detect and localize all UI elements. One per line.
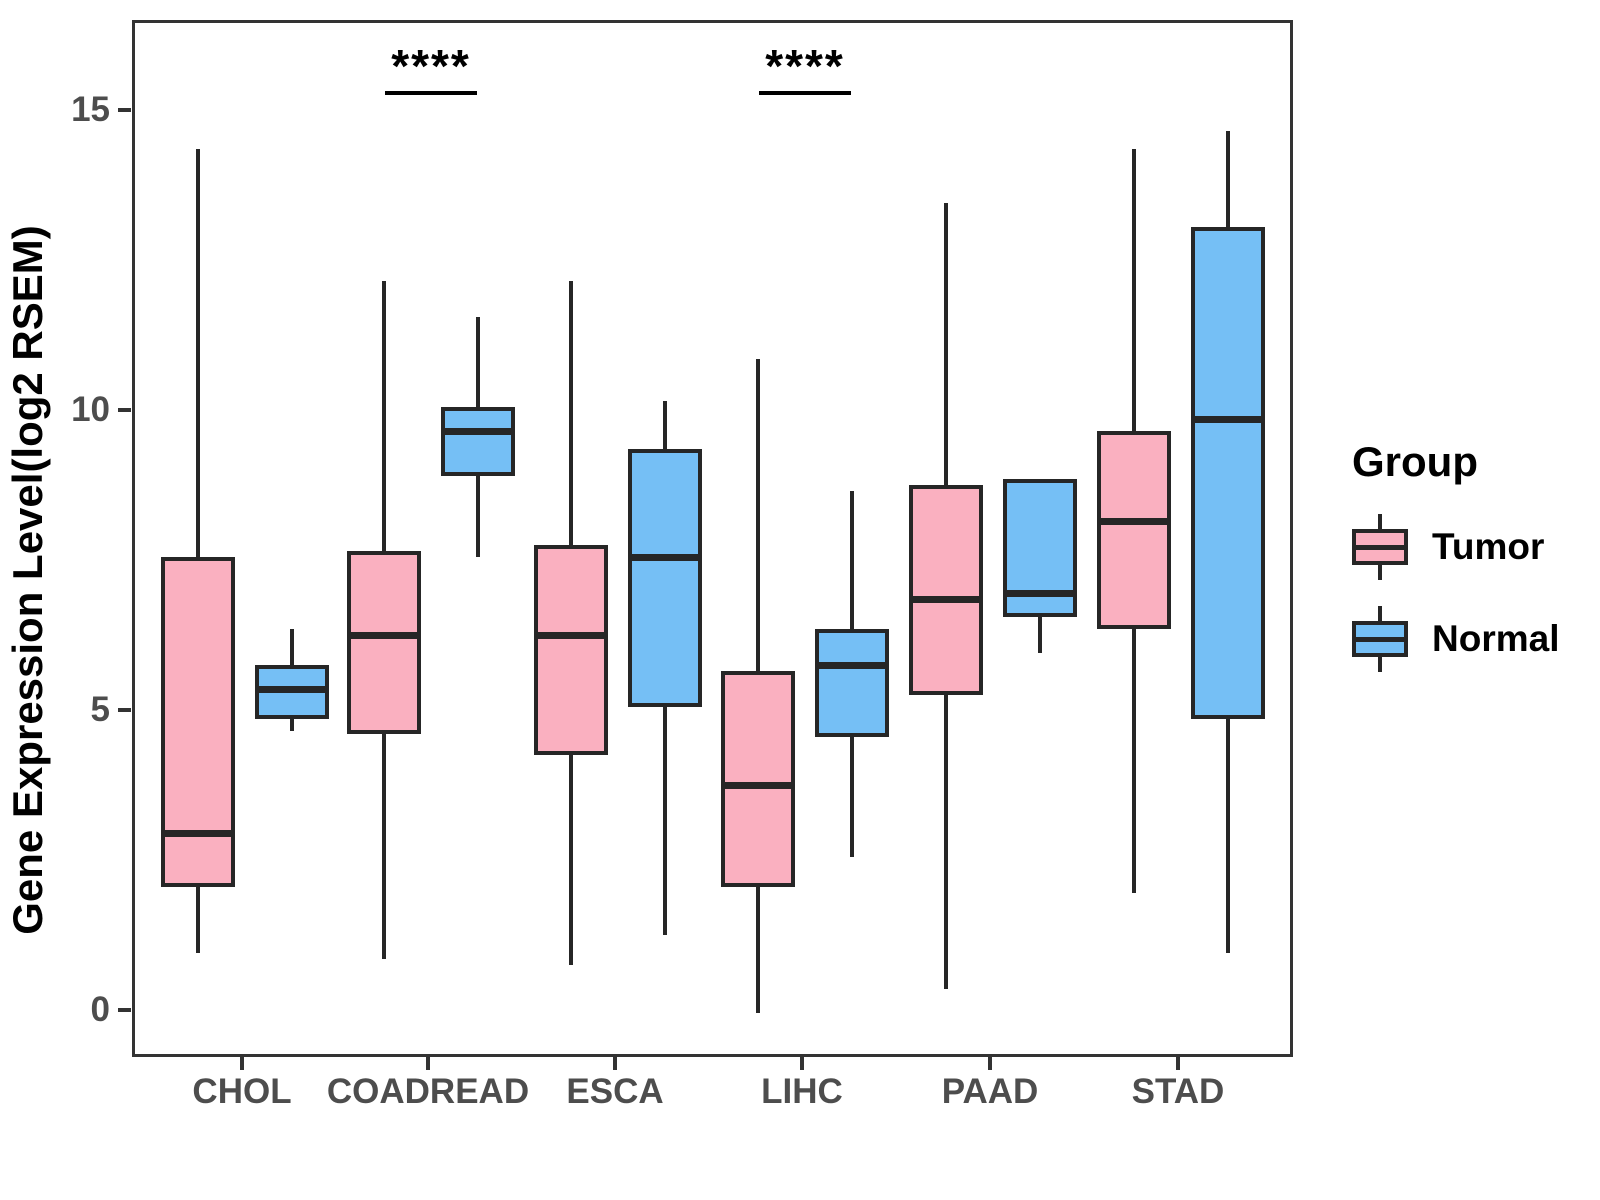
- median-tumor-LIHC: [724, 782, 792, 789]
- chart-panel: **** ****: [132, 20, 1293, 1057]
- legend-key-median: [1352, 545, 1408, 550]
- y-axis-title: Gene Expression Level(log2 RSEM): [4, 225, 51, 935]
- legend-key-median: [1352, 637, 1408, 642]
- y-tick-label: 10: [71, 390, 110, 429]
- significance-stars-COADREAD: ****: [391, 40, 471, 92]
- y-tick-label: 5: [90, 690, 110, 729]
- y-tick-mark: [118, 408, 131, 412]
- median-normal-ESCA: [631, 554, 699, 561]
- significance-line-COADREAD: [385, 91, 477, 95]
- x-tick-label: PAAD: [941, 1072, 1039, 1111]
- box-tumor-LIHC: [721, 671, 795, 887]
- y-tick-label: 15: [71, 90, 110, 129]
- legend-entry-normal: Normal: [1352, 606, 1592, 672]
- median-normal-STAD: [1194, 416, 1262, 423]
- box-normal-STAD: [1191, 227, 1265, 719]
- x-tick-mark: [426, 1057, 430, 1070]
- x-tick-mark: [613, 1057, 617, 1070]
- box-tumor-STAD: [1097, 431, 1171, 629]
- x-tick-mark: [988, 1057, 992, 1070]
- y-tick-label: 0: [90, 990, 110, 1029]
- box-tumor-COADREAD: [347, 551, 421, 734]
- x-tick-label: ESCA: [566, 1072, 664, 1111]
- legend-key-normal-boxplot-icon: [1352, 606, 1408, 672]
- x-tick-label: COADREAD: [326, 1072, 530, 1111]
- median-normal-CHOL: [258, 686, 326, 693]
- box-tumor-ESCA: [534, 545, 608, 755]
- median-tumor-ESCA: [537, 632, 605, 639]
- legend-title: Group: [1352, 438, 1478, 485]
- x-tick-label: STAD: [1131, 1072, 1225, 1111]
- median-normal-PAAD: [1006, 590, 1074, 597]
- box-normal-LIHC: [815, 629, 889, 737]
- significance-stars-LIHC: ****: [765, 40, 845, 92]
- significance-line-LIHC: [759, 91, 851, 95]
- x-tick-mark: [240, 1057, 244, 1070]
- box-normal-COADREAD: [441, 407, 515, 476]
- median-tumor-COADREAD: [350, 632, 418, 639]
- y-tick-mark: [118, 108, 131, 112]
- whisker-tumor-CHOL: [196, 149, 200, 953]
- y-tick-mark: [118, 1008, 131, 1012]
- x-tick-mark: [800, 1057, 804, 1070]
- box-normal-ESCA: [628, 449, 702, 707]
- legend-entry-tumor: Tumor: [1352, 514, 1592, 580]
- x-tick-mark: [1176, 1057, 1180, 1070]
- x-tick-label: LIHC: [761, 1072, 843, 1111]
- legend: Group Tumor Normal: [1352, 438, 1592, 698]
- box-tumor-PAAD: [909, 485, 983, 695]
- y-tick-mark: [118, 708, 131, 712]
- legend-key-tumor-boxplot-icon: [1352, 514, 1408, 580]
- median-normal-LIHC: [818, 662, 886, 669]
- median-tumor-STAD: [1100, 518, 1168, 525]
- legend-label-tumor: Tumor: [1432, 526, 1545, 567]
- x-tick-label: CHOL: [192, 1072, 292, 1111]
- median-tumor-CHOL: [164, 830, 232, 837]
- box-tumor-CHOL: [161, 557, 235, 887]
- legend-entries: Tumor Normal: [1352, 514, 1592, 672]
- median-normal-COADREAD: [444, 428, 512, 435]
- median-tumor-PAAD: [912, 596, 980, 603]
- legend-label-normal: Normal: [1432, 618, 1560, 659]
